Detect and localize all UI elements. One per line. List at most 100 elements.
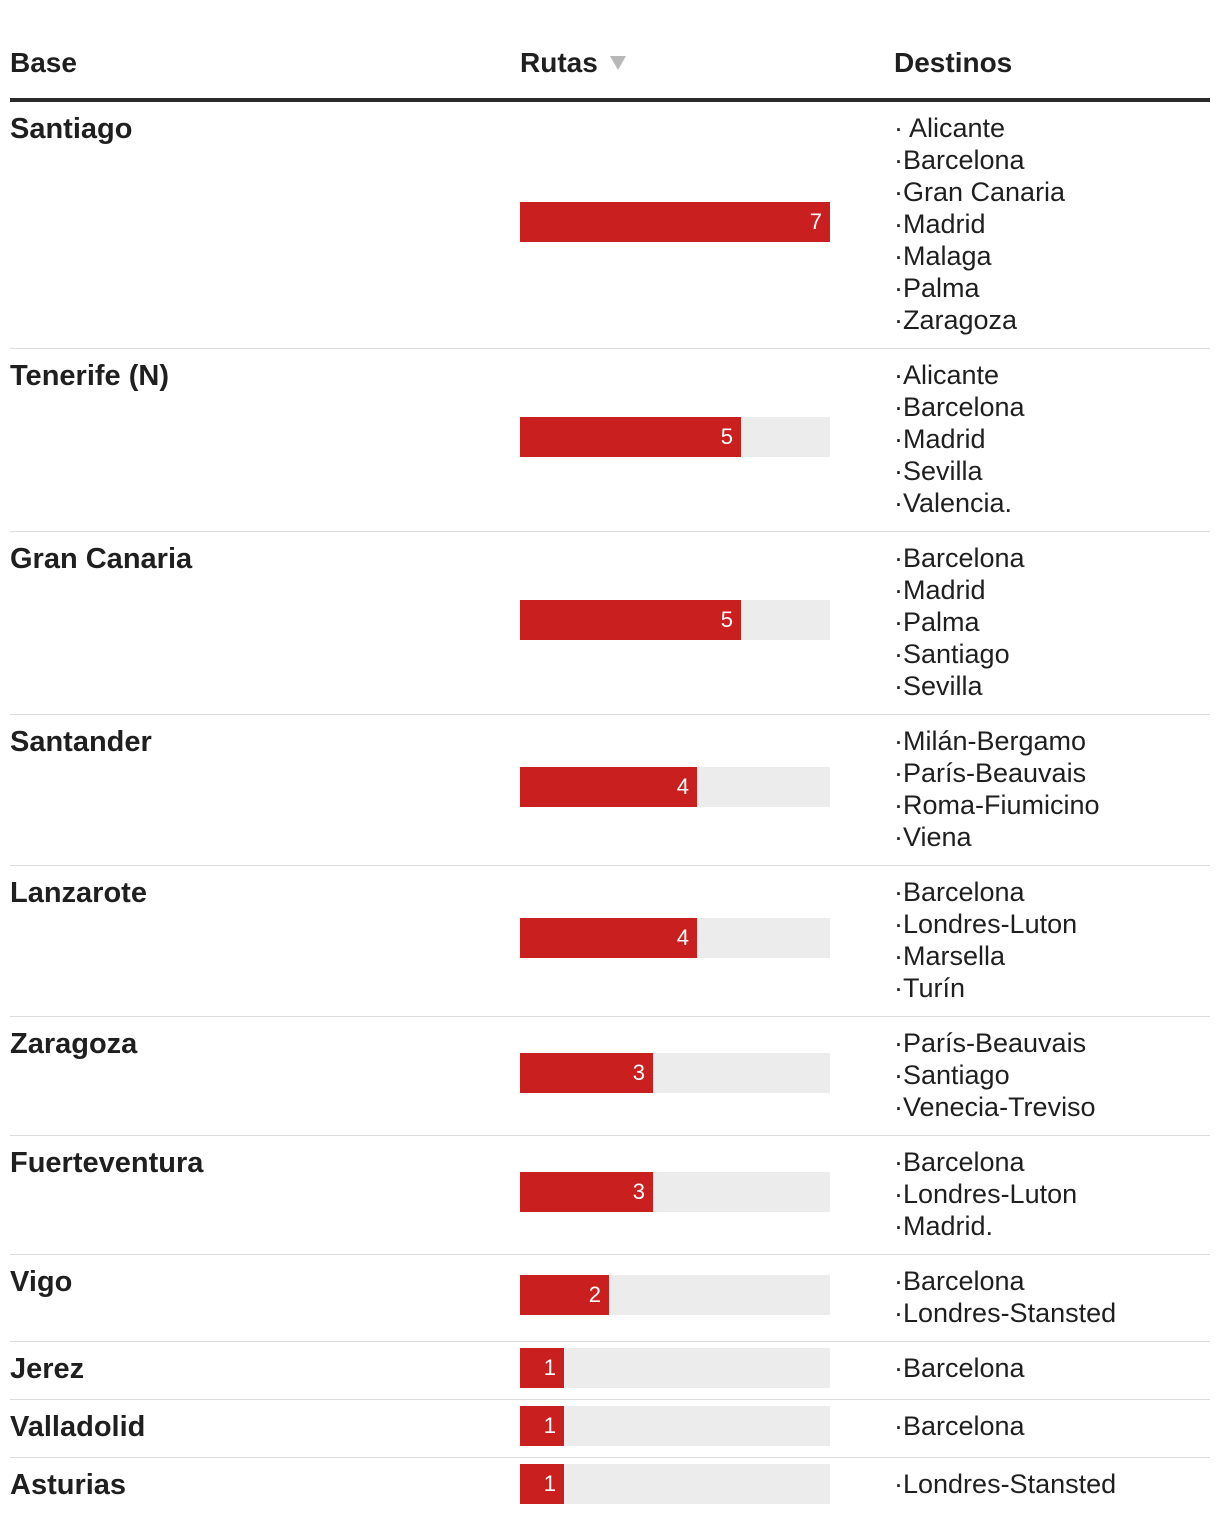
table-row: Gran Canaria 5 ·Barcelona ·Madrid ·Palma ·San… xyxy=(10,532,1210,715)
destino-item: ·Sevilla xyxy=(894,456,983,486)
bar: 5 xyxy=(520,417,741,457)
bar-value-label: 7 xyxy=(809,209,822,234)
bar-track: 1 xyxy=(520,1348,830,1388)
bar-value-label: 2 xyxy=(588,1282,601,1307)
base-name: Lanzarote xyxy=(10,877,147,909)
destinos-list: ·Barcelona ·Londres-Stansted xyxy=(894,1265,1116,1329)
destino-item: ·Barcelona xyxy=(894,877,1025,907)
bar-value-label: 4 xyxy=(676,774,689,799)
destino-item: ·Barcelona xyxy=(894,1147,1025,1177)
base-name: Tenerife (N) xyxy=(10,360,169,392)
bar: 1 xyxy=(520,1348,564,1388)
table-row: Lanzarote 4 ·Barcelona ·Londres-Luton ·Marse… xyxy=(10,866,1210,1017)
table-row: Vigo 2 ·Barcelona ·Londres-Stansted xyxy=(10,1255,1210,1342)
column-header-rutas-label: Rutas xyxy=(520,47,598,78)
destino-item: ·Palma xyxy=(894,607,980,637)
destino-item: ·Zaragoza xyxy=(894,305,1018,335)
bar-value-label: 5 xyxy=(720,607,733,632)
destino-item: ·París-Beauvais xyxy=(894,1028,1087,1058)
destinos-list: · Alicante ·Barcelona ·Gran Canaria ·Madrid… xyxy=(894,112,1065,336)
destino-item: ·Madrid xyxy=(894,209,986,239)
bar-track: 5 xyxy=(520,417,830,457)
destino-item: ·Malaga xyxy=(894,241,992,271)
destino-item: ·Barcelona xyxy=(894,145,1025,175)
destino-item: ·Venecia-Treviso xyxy=(894,1092,1096,1122)
destino-item: ·Sevilla xyxy=(894,671,983,701)
sort-descending-icon[interactable] xyxy=(609,55,626,70)
table-row: Fuerteventura 3 ·Barcelona ·Londres-Luton ·M… xyxy=(10,1136,1210,1255)
bar: 5 xyxy=(520,600,741,640)
bar-track: 4 xyxy=(520,767,830,807)
destino-item: ·Marsella xyxy=(894,941,1006,971)
bar-track: 7 xyxy=(520,202,830,242)
bar-track: 4 xyxy=(520,918,830,958)
table-header: Base Rutas Destinos xyxy=(10,0,1210,102)
destino-item: ·Londres-Stansted xyxy=(894,1298,1117,1328)
base-name: Vigo xyxy=(10,1266,73,1298)
bar-value-label: 3 xyxy=(632,1060,645,1085)
destinos-list: ·Alicante ·Barcelona ·Madrid ·Sevilla ·Valen… xyxy=(894,359,1025,519)
destino-item: ·Barcelona xyxy=(894,543,1025,573)
destino-item: ·Palma xyxy=(894,273,980,303)
base-name: Asturias xyxy=(10,1469,127,1501)
bar: 4 xyxy=(520,767,697,807)
table-row: Asturias 1 ·Londres-Stansted xyxy=(10,1458,1210,1515)
table-row: Zaragoza 3 ·París-Beauvais ·Santiago ·Veneci… xyxy=(10,1017,1210,1136)
bar: 1 xyxy=(520,1406,564,1446)
destinos-list: ·Barcelona ·Londres-Luton ·Marsella ·Turín xyxy=(894,876,1077,1004)
destino-item: ·Milán-Bergamo xyxy=(894,726,1087,756)
destinos-list: ·Milán-Bergamo ·París-Beauvais ·Roma-Fiumi… xyxy=(894,725,1100,853)
bar: 7 xyxy=(520,202,830,242)
table-row: Santander 4 ·Milán-Bergamo ·París-Beauvais ·… xyxy=(10,715,1210,866)
column-header-destinos[interactable]: Destinos xyxy=(894,47,1013,78)
destinos-list: ·Barcelona ·Londres-Luton ·Madrid. xyxy=(894,1146,1077,1242)
destino-item: ·Gran Canaria xyxy=(894,177,1066,207)
bar-track: 3 xyxy=(520,1053,830,1093)
bar-value-label: 4 xyxy=(676,925,689,950)
bar-value-label: 3 xyxy=(632,1179,645,1204)
destino-item: ·Madrid xyxy=(894,424,986,454)
destino-item: ·Roma-Fiumicino xyxy=(894,790,1100,820)
destino-item: ·Madrid. xyxy=(894,1211,994,1241)
table-row: Valladolid 1 ·Barcelona xyxy=(10,1400,1210,1458)
destino-item: ·Londres-Stansted xyxy=(894,1469,1117,1499)
base-name: Valladolid xyxy=(10,1411,146,1443)
destino-item: ·Valencia. xyxy=(894,488,1013,518)
bar: 3 xyxy=(520,1172,653,1212)
destinos-list: ·Barcelona xyxy=(894,1410,1025,1442)
destino-item: ·Londres-Luton xyxy=(894,1179,1078,1209)
bar-track: 2 xyxy=(520,1275,830,1315)
base-name: Gran Canaria xyxy=(10,543,193,575)
destino-item: ·Santiago xyxy=(894,639,1010,669)
bar-value-label: 1 xyxy=(543,1413,556,1438)
destinos-list: ·Barcelona ·Madrid ·Palma ·Santiago ·Sevilla xyxy=(894,542,1025,702)
bar-track: 1 xyxy=(520,1464,830,1504)
destinos-list: ·París-Beauvais ·Santiago ·Venecia-Treviso xyxy=(894,1027,1096,1123)
bar: 3 xyxy=(520,1053,653,1093)
table-body: Santiago 7 · Alicante ·Barcelona ·Gran Canar… xyxy=(10,102,1210,1515)
base-name: Jerez xyxy=(10,1353,85,1385)
destino-item: ·París-Beauvais xyxy=(894,758,1087,788)
destino-item: ·Barcelona xyxy=(894,392,1025,422)
bar-track: 5 xyxy=(520,600,830,640)
bar-track: 3 xyxy=(520,1172,830,1212)
bar-value-label: 1 xyxy=(543,1355,556,1380)
bar: 2 xyxy=(520,1275,609,1315)
destinos-list: ·Londres-Stansted xyxy=(894,1468,1116,1500)
destino-item: · Alicante xyxy=(894,113,1006,143)
destinos-list: ·Barcelona xyxy=(894,1352,1025,1384)
table-row: Tenerife (N) 5 ·Alicante ·Barcelona ·Madrid ·… xyxy=(10,349,1210,532)
table-row: Santiago 7 · Alicante ·Barcelona ·Gran Canar… xyxy=(10,102,1210,349)
base-name: Santander xyxy=(10,726,152,758)
destino-item: ·Barcelona xyxy=(894,1353,1025,1383)
bar: 1 xyxy=(520,1464,564,1504)
column-header-base[interactable]: Base xyxy=(10,47,77,78)
table-row: Jerez 1 ·Barcelona xyxy=(10,1342,1210,1400)
routes-table: Base Rutas Destinos Santiago 7 · Alicante ·… xyxy=(10,0,1210,1515)
column-header-rutas[interactable]: Rutas xyxy=(520,47,626,79)
base-name: Zaragoza xyxy=(10,1028,138,1060)
bar-value-label: 1 xyxy=(543,1471,556,1496)
destino-item: ·Barcelona xyxy=(894,1411,1025,1441)
destino-item: ·Viena xyxy=(894,822,972,852)
base-name: Santiago xyxy=(10,113,133,145)
